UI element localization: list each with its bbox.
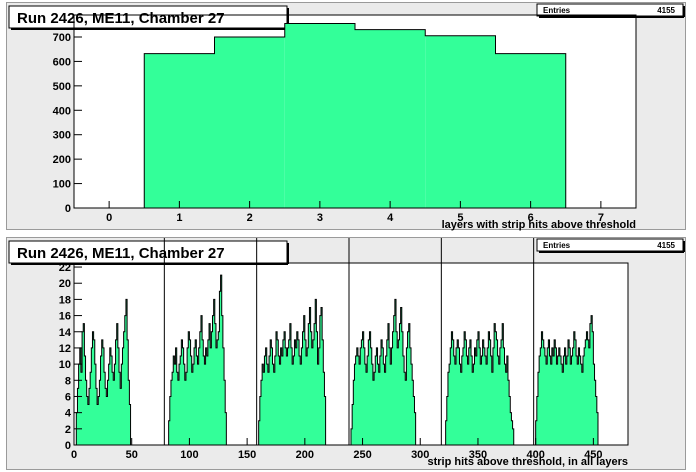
x-tick-label: 400 [526, 449, 544, 461]
histogram-pad-top: Run 2426, ME11, Chamber 27 Entries 4155 0 10… [6, 2, 686, 231]
y-tick-label: 0 [65, 203, 71, 215]
chart-title: Run 2426, ME11, Chamber 27 [17, 10, 225, 27]
layers-histogram: Run 2426, ME11, Chamber 27 Entries 4155010… [8, 3, 685, 231]
x-tick-label: 2 [247, 212, 253, 224]
y-tick-label: 14 [59, 327, 72, 339]
y-tick-label: 2 [65, 424, 71, 436]
x-tick-label: 4 [387, 212, 394, 224]
y-tick-label: 600 [53, 56, 71, 68]
y-tick-label: 20 [59, 278, 71, 290]
x-tick-label: 250 [353, 449, 371, 461]
histogram-segment [535, 315, 599, 446]
histogram-bar [214, 36, 285, 209]
y-tick-label: 18 [59, 294, 71, 306]
x-tick-label: 0 [71, 449, 77, 461]
histogram-pad-bottom: Run 2426, ME11, Chamber 27 Entries 4155 0 2 4… [6, 237, 686, 470]
histogram-bar [355, 29, 426, 208]
plot-border [73, 14, 637, 209]
histogram-bar [284, 23, 355, 209]
x-tick-label: 7 [598, 212, 604, 224]
y-tick-label: 100 [53, 179, 71, 191]
x-axis-label: strip hits above threshold, in all layer… [427, 456, 628, 468]
x-tick-label: 100 [180, 449, 198, 461]
y-tick-label: 10 [59, 359, 71, 371]
x-tick-label: 200 [296, 449, 314, 461]
stats-label: Entries [543, 241, 571, 250]
histogram-outline [143, 23, 567, 208]
stats-value: 4155 [657, 6, 675, 15]
y-tick-label: 200 [53, 154, 71, 166]
histogram-segment [168, 274, 227, 446]
y-tick-label: 8 [65, 375, 71, 387]
y-tick-label: 22 [59, 262, 71, 274]
plot-border [73, 262, 629, 446]
y-tick-label: 4 [65, 408, 72, 420]
x-tick-label: 450 [584, 449, 602, 461]
histogram-bar [144, 53, 215, 208]
histogram-segment [350, 298, 417, 446]
histogram-bar [425, 35, 496, 208]
y-tick-label: 500 [53, 81, 71, 93]
histogram-segment [258, 298, 327, 446]
x-tick-label: 150 [238, 449, 256, 461]
y-tick-label: 16 [59, 311, 71, 323]
y-tick-label: 700 [53, 32, 71, 44]
histogram-segment [445, 323, 515, 446]
y-tick-label: 300 [53, 130, 71, 142]
y-tick-label: 6 [65, 391, 71, 403]
x-tick-label: 5 [457, 212, 463, 224]
strips-histogram: Run 2426, ME11, Chamber 27 Entries 4155 0 2 4… [8, 238, 685, 468]
x-tick-label: 6 [528, 212, 534, 224]
x-tick-label: 300 [411, 449, 429, 461]
x-tick-label: 350 [469, 449, 487, 461]
x-tick-label: 1 [176, 212, 182, 224]
x-tick-label: 50 [126, 449, 138, 461]
histogram-segment [75, 298, 132, 446]
stats-value: 4155 [657, 241, 675, 250]
histogram-bar [495, 53, 566, 208]
stats-label: Entries [543, 6, 571, 15]
x-axis-label: layers with strip hits above threshold [442, 219, 636, 231]
y-tick-label: 12 [59, 343, 71, 355]
x-tick-label: 3 [317, 212, 323, 224]
x-tick-label: 0 [106, 212, 112, 224]
y-tick-label: 0 [65, 440, 71, 452]
y-tick-label: 400 [53, 105, 71, 117]
chart-title: Run 2426, ME11, Chamber 27 [17, 245, 225, 262]
